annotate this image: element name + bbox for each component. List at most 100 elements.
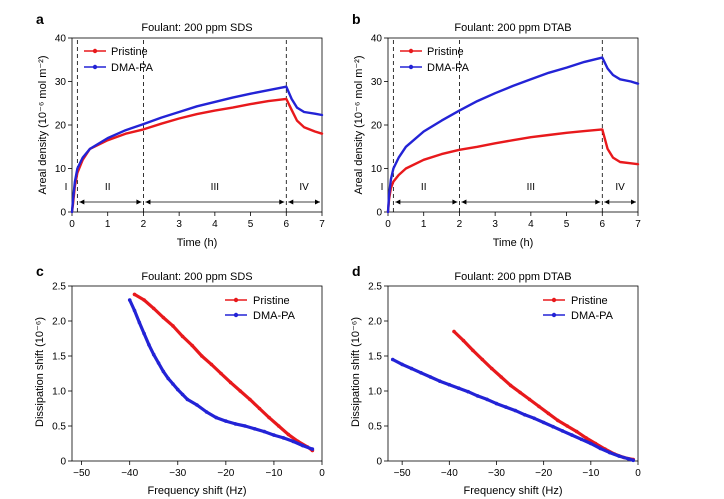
series-dma-pa-point [541,420,546,425]
legend-dma-marker [408,64,414,70]
stage-arrowhead-left [79,199,85,205]
series-dma-pa-point [156,361,161,365]
y-tick-label: 2.5 [52,282,66,293]
series-dma-pa-point [438,379,442,384]
stage-label-III: III [211,182,219,193]
x-tick-label: −40 [441,468,458,479]
x-tick-label: 6 [600,219,606,230]
legend-pristine-label: Pristine [427,46,464,58]
series-dma-pa-point [494,401,499,406]
series-dma-pa-point [598,446,603,451]
x-tick-label: 2 [457,219,463,230]
series-pristine-point [286,432,291,437]
series-dma-pa-point [214,415,219,420]
legend-dma-label: DMA-PA [111,62,154,74]
series-pristine-point [461,338,466,343]
stage-label-IV: IV [299,182,309,193]
y-tick-label: 2.5 [368,282,382,293]
series-dma-pa-point [456,386,461,391]
series-dma-pa-point [262,429,267,434]
series-pristine-point [151,306,156,311]
series-pristine-point [471,348,475,353]
x-tick-label: 3 [176,219,182,230]
y-tick-label: 30 [371,77,383,88]
plot-frame [71,285,323,462]
stage-arrowhead-right [136,199,142,205]
series-dma-pa-point [291,439,295,444]
series-pristine-point [180,334,185,339]
series-dma-pa-point [589,441,593,446]
panel-d-ylabel: Dissipation shift (10⁻⁶) [350,317,362,427]
x-tick-label: 3 [492,219,498,230]
series-pristine-point [489,366,494,371]
panel-b-xlabel: Time (h) [493,237,534,249]
x-tick-label: 4 [528,219,534,230]
y-tick-label: 0.5 [52,422,66,433]
panel-b-legend: Pristine DMA-PA [400,46,470,74]
panel-b-ylabel: Areal density (10⁻⁶ mol m⁻²) [353,55,365,194]
series-dma-pa-point [570,433,574,437]
series-pristine-point [161,315,166,320]
y-tick-label: 20 [55,121,67,132]
panel-c-axes: −50 −40 −30 −20 −10 0 0 0.5 1.0 1.5 2.0 2.5 [52,282,325,480]
series-dma-pa-point [137,320,142,325]
stage-arrowhead-left [145,199,151,205]
series-dma-pa-point [175,387,180,392]
x-tick-label: −10 [582,468,599,479]
panel-d-xlabel: Frequency shift (Hz) [463,485,562,497]
series-dma-pa-point [617,454,621,458]
series-pristine-point [209,362,214,367]
stage-arrowhead-left [604,199,610,205]
y-tick-label: 40 [371,34,383,45]
series-dma-pa-line [391,357,635,462]
series-pristine-point [257,406,262,411]
series-dma-pa-line [70,85,324,214]
legend-pristine-marker [408,48,414,54]
panel-c: c Foulant: 200 ppm SDS Frequency shift (… [34,263,325,497]
series-dma-pa-point [195,403,199,407]
series-dma-pa-point [400,362,404,367]
x-tick-label: −30 [169,468,186,479]
legend-dma-label: DMA-PA [253,310,296,322]
series-dma-pa-point [504,405,508,409]
panel-b: b Foulant: 200 ppm DTAB Time (h) Areal d… [352,11,641,249]
series-dma-pa-point [185,397,190,402]
series-dma-pa-line [386,56,640,214]
y-tick-label: 10 [371,164,383,175]
series-pristine-point [527,397,532,402]
y-tick-label: 0.5 [368,422,382,433]
x-tick-label: 4 [212,219,218,230]
series-pristine-point [248,397,252,402]
series-pristine-point [556,418,560,423]
panel-c-xlabel: Frequency shift (Hz) [147,485,246,497]
series-dma-pa-point [166,376,170,381]
x-tick-label: 5 [564,219,570,230]
series-dma-pa-point [419,371,423,375]
stage-arrowhead-right [279,199,285,205]
x-tick-label: −50 [394,468,411,479]
panel-a: a Foulant: 200 ppm SDS Time (h) Areal de… [36,11,325,249]
series-dma-pa-point [522,413,527,417]
legend-pristine-marker [551,297,557,303]
series-dma-pa-point [127,298,132,302]
x-tick-label: 0 [635,468,641,479]
series-dma-pa-point [233,422,238,426]
series-dma-pa-point [428,375,433,379]
x-tick-label: 0 [69,219,75,230]
series-pristine-point [480,357,485,362]
series-pristine-line [70,97,324,214]
x-tick-label: 6 [284,219,290,230]
panel-label-c: c [36,263,44,279]
series-dma-pa-point [475,394,480,398]
series-pristine-point [452,329,456,334]
x-tick-label: 7 [319,219,325,230]
series-dma-pa-point [626,457,631,461]
stage-arrowhead-right [595,199,601,205]
x-tick-label: −40 [121,468,138,479]
series-pristine-point [518,390,522,395]
x-tick-label: 5 [248,219,254,230]
legend-pristine-label: Pristine [253,295,290,307]
series-dma-pa-point [180,392,185,397]
